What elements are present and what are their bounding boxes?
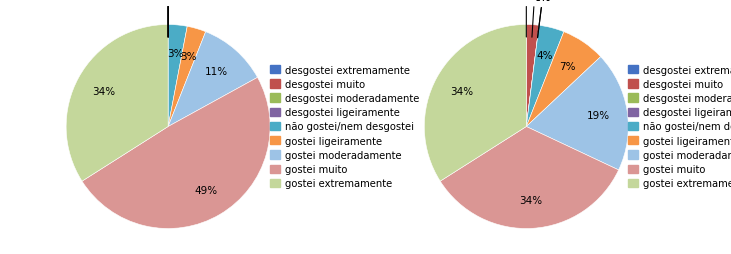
Wedge shape [526,26,539,127]
Text: 11%: 11% [205,67,228,77]
Text: 3%: 3% [167,49,183,59]
Text: 34%: 34% [92,87,115,97]
Wedge shape [168,33,257,127]
Legend: desgostei extremamente, desgostei muito, desgostei moderadamente, desgostei lige: desgostei extremamente, desgostei muito,… [270,66,420,188]
Text: 0%: 0% [160,0,176,38]
Legend: desgostei extremamente, desgostei muito, desgostei moderadamente, desgostei lige: desgostei extremamente, desgostei muito,… [628,66,731,188]
Wedge shape [168,25,187,127]
Wedge shape [526,57,629,170]
Text: 34%: 34% [450,87,474,97]
Wedge shape [440,127,618,229]
Wedge shape [424,25,526,181]
Text: 4%: 4% [537,51,553,61]
Text: 19%: 19% [587,110,610,121]
Text: 0%: 0% [160,0,176,38]
Wedge shape [526,26,539,127]
Wedge shape [168,27,205,127]
Text: 0%: 0% [534,0,551,39]
Text: 2%: 2% [526,0,543,38]
Text: 34%: 34% [519,195,542,205]
Wedge shape [526,26,564,127]
Text: 0%: 0% [160,0,176,38]
Wedge shape [526,33,601,127]
Text: 0%: 0% [160,0,176,38]
Text: 49%: 49% [194,185,217,195]
Text: 0%: 0% [534,0,551,39]
Wedge shape [66,25,168,181]
Text: 0%: 0% [518,0,534,38]
Wedge shape [82,78,270,229]
Text: 7%: 7% [559,61,576,71]
Text: 3%: 3% [181,52,197,62]
Wedge shape [526,25,539,127]
